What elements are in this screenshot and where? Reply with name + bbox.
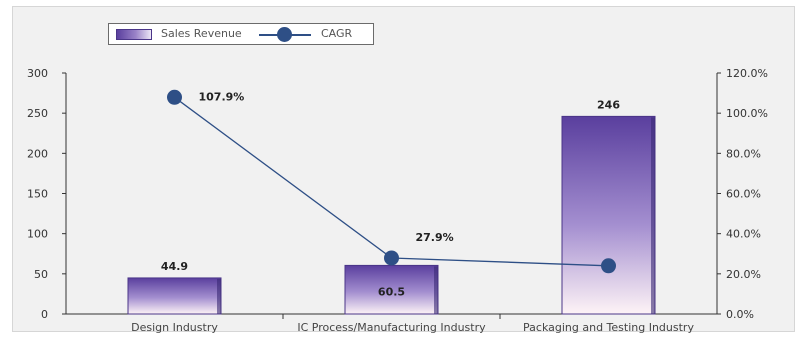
x-tick-label: IC Process/Manufacturing Industry	[297, 321, 486, 334]
y-right-tick-label: 60.0%	[726, 188, 761, 201]
bar-shadow	[651, 117, 655, 314]
bar	[127, 277, 222, 315]
y-left-tick-label: 200	[27, 147, 48, 160]
legend-marker	[277, 27, 292, 42]
y-left-tick-label: 0	[41, 308, 48, 321]
bar-value-label: 44.9	[161, 260, 188, 273]
y-left-tick-label: 150	[27, 188, 48, 201]
y-right-tick-label: 120.0%	[726, 67, 768, 80]
data-labels: 44.9 60.5 246 107.9% 27.9%	[161, 90, 620, 298]
y-right-tick-label: 40.0%	[726, 228, 761, 241]
y-right-tick-label: 0.0%	[726, 308, 754, 321]
cagr-line	[167, 89, 616, 274]
cagr-value-label: 107.9%	[199, 90, 245, 103]
cagr-point	[167, 89, 182, 105]
bar	[561, 115, 656, 315]
y-left-tick-label: 100	[27, 228, 48, 241]
y-left-tick-label: 300	[27, 67, 48, 80]
y-right-tick-label: 100.0%	[726, 107, 768, 120]
legend-bar-swatch	[116, 29, 152, 40]
bar-value-label: 60.5	[378, 285, 405, 298]
x-tick-label: Design Industry	[131, 321, 218, 334]
cagr-point	[384, 250, 399, 266]
legend-label-cagr: CAGR	[321, 27, 353, 40]
bar-shadow	[217, 278, 221, 314]
y-right-tick-label: 20.0%	[726, 268, 761, 281]
cagr-point	[601, 258, 616, 274]
bar-value-label: 246	[597, 98, 620, 111]
cagr-value-label: 27.9%	[416, 231, 454, 244]
y-right-tick-label: 80.0%	[726, 147, 761, 160]
y-left-tick-label: 250	[27, 107, 48, 120]
legend: Sales Revenue CAGR	[108, 23, 374, 45]
bars	[127, 115, 656, 315]
legend-label-sales-revenue: Sales Revenue	[161, 27, 242, 40]
x-tick-label: Packaging and Testing Industry	[523, 321, 694, 334]
bar-shadow	[434, 266, 438, 314]
y-left-tick-label: 50	[34, 268, 48, 281]
cagr-line-path	[174, 96, 609, 267]
